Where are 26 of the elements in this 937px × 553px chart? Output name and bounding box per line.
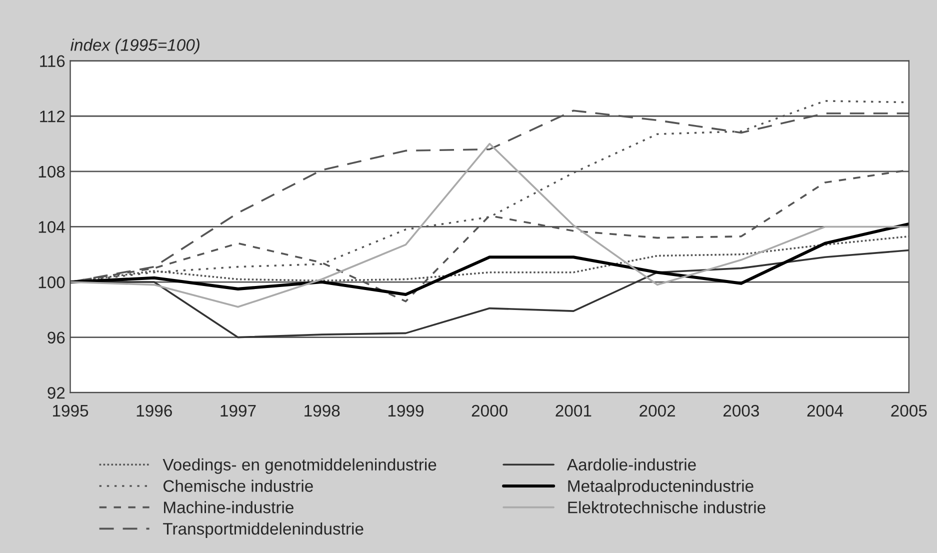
legend-label: Aardolie-industrie [566, 458, 696, 471]
legend-label: Voedings- en genotmiddelenindustrie [162, 458, 436, 474]
legend-label: Elektrotechnische industrie [568, 501, 766, 514]
y-tick-label: 112 [40, 110, 65, 122]
x-tick-label: 1998 [304, 404, 340, 417]
x-tick-label: 1997 [220, 404, 256, 417]
y-tick-label: 92 [48, 387, 65, 399]
y-tick-label: 108 [38, 166, 65, 178]
legend-label: Chemische industrie [164, 480, 313, 492]
x-tick-label: 2003 [723, 404, 759, 417]
x-tick-label: 2002 [640, 404, 676, 417]
legend-label: Metaalproductenindustrie [568, 480, 754, 496]
legend-label: Machine-industrie [164, 501, 294, 514]
legend-label: Transportmiddelenindustrie [163, 522, 364, 538]
y-tick-label: 116 [40, 55, 65, 68]
x-tick-label: 2004 [807, 404, 844, 417]
x-tick-label: 1999 [388, 404, 424, 417]
x-tick-label: 1996 [136, 404, 172, 417]
x-tick-label: 2000 [472, 404, 508, 417]
x-tick-label: 2001 [556, 404, 592, 417]
x-tick-label: 1995 [53, 404, 88, 417]
y-tick-label: 100 [38, 276, 65, 288]
x-tick-label: 2005 [891, 404, 927, 417]
y-tick-label: 104 [38, 221, 65, 233]
y-axis-title: index (1995=100) [70, 38, 200, 54]
y-tick-label: 96 [48, 332, 65, 344]
